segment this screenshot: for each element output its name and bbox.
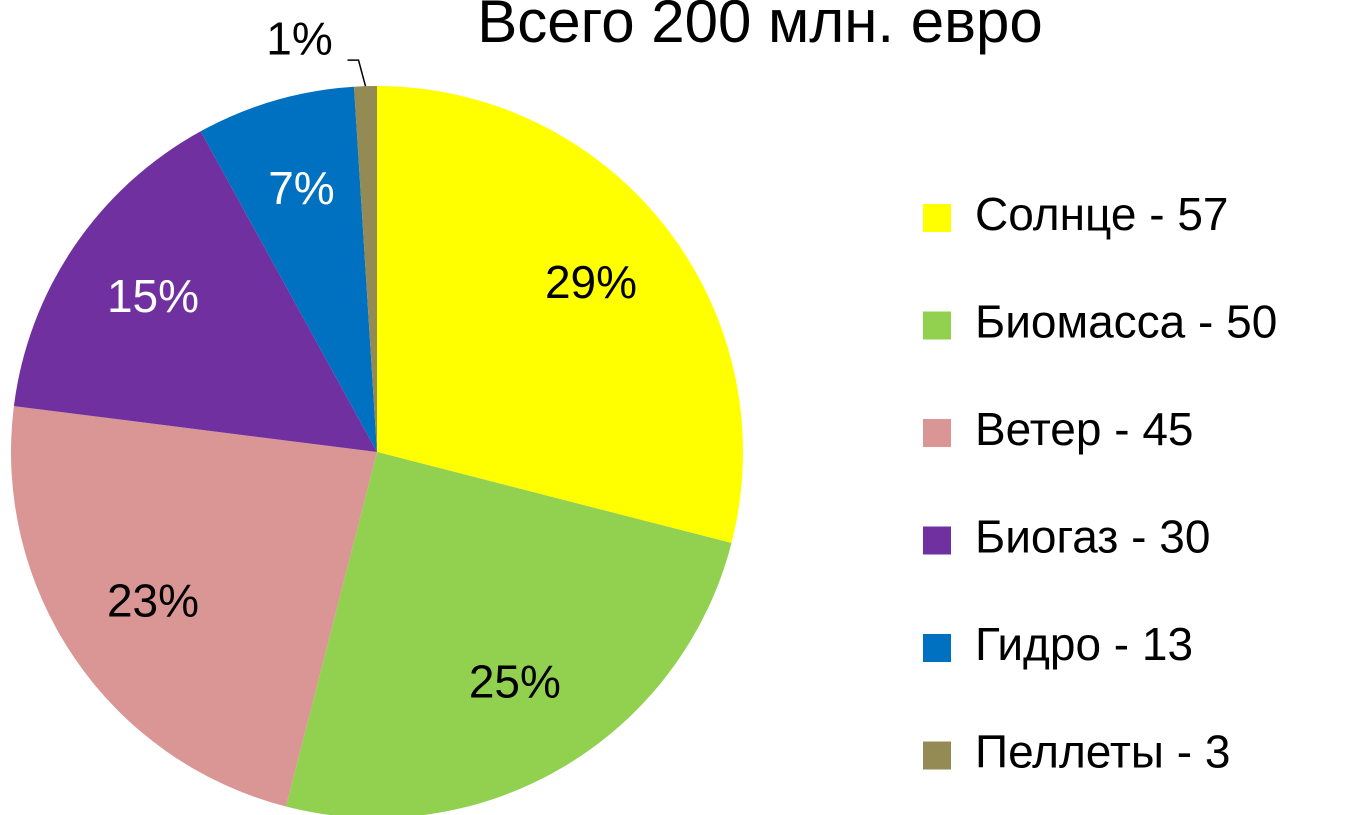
- legend-swatch: [923, 204, 951, 232]
- data-label: 23%: [107, 574, 199, 626]
- legend-swatch: [923, 526, 951, 555]
- legend-label: Ветер - 45: [975, 403, 1194, 455]
- legend-label: Гидро - 13: [975, 618, 1193, 670]
- legend-swatch: [923, 311, 951, 340]
- data-label: 15%: [107, 270, 199, 322]
- data-label: 29%: [545, 256, 637, 308]
- leader-line: [347, 59, 367, 87]
- pie-slice: [10, 406, 377, 807]
- legend-label: Биогаз - 30: [975, 511, 1210, 563]
- legend-label: Биомасса - 50: [975, 296, 1277, 348]
- data-label: 7%: [268, 162, 334, 214]
- legend-label: Пеллеты - 3: [975, 726, 1230, 778]
- pie-slice: [354, 86, 377, 452]
- chart-title: Всего 200 млн. евро: [477, 0, 1043, 55]
- legend-label: Солнце - 57: [975, 188, 1229, 240]
- pie-slice: [377, 86, 743, 544]
- legend-swatch: [923, 634, 951, 662]
- legend-swatch: [923, 741, 951, 770]
- legend-swatch: [923, 419, 951, 447]
- data-label: 1%: [266, 12, 332, 64]
- data-label: 25%: [469, 655, 561, 707]
- pie-slice: [13, 131, 378, 452]
- pie-slice: [285, 452, 732, 815]
- pie-slice: [200, 86, 377, 452]
